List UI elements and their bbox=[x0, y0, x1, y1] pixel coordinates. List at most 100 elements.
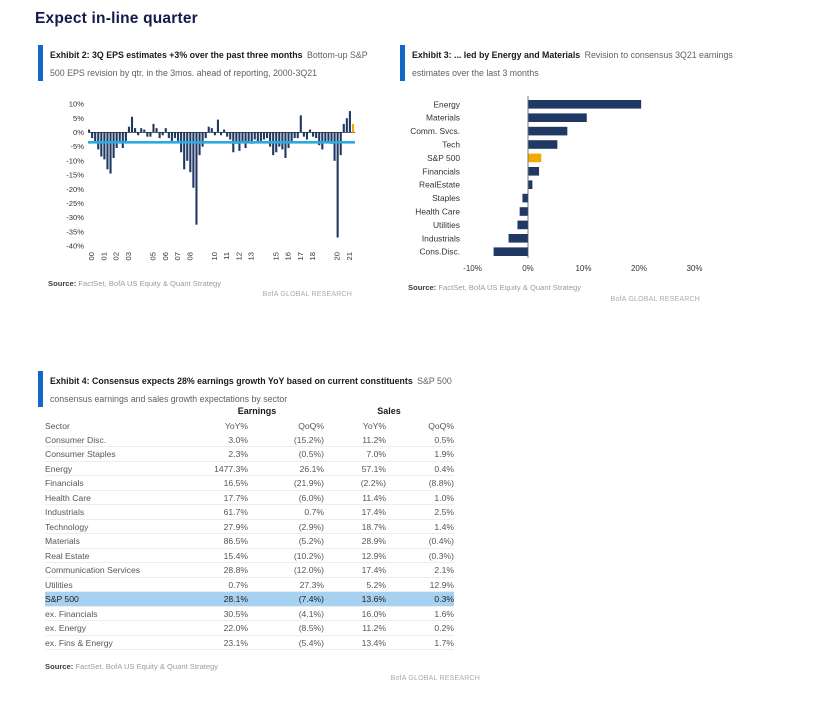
category-label: Tech bbox=[442, 140, 460, 150]
table-cell: 22.0% bbox=[223, 623, 248, 633]
table-cell: 17.4% bbox=[361, 565, 386, 575]
source-label: Source: bbox=[48, 279, 77, 288]
bar bbox=[173, 132, 177, 139]
x-tick-label: 10 bbox=[210, 252, 219, 260]
table-cell: 0.5% bbox=[434, 434, 454, 445]
bar bbox=[272, 132, 275, 156]
bar bbox=[140, 128, 143, 133]
x-tick-label: 10% bbox=[575, 264, 591, 273]
table-cell: (12.0%) bbox=[293, 565, 324, 575]
bar bbox=[241, 132, 244, 143]
bar bbox=[207, 126, 210, 133]
exhibit-3-subtitle: Revision to consensus 3Q21 earnings esti… bbox=[412, 50, 733, 78]
table-cell: (4.1%) bbox=[298, 608, 324, 619]
bar bbox=[170, 132, 173, 141]
exhibit-4-header: Exhibit 4: Consensus expects 28% earning… bbox=[38, 371, 478, 407]
table-cell: 0.7% bbox=[228, 579, 248, 590]
bar bbox=[351, 123, 355, 133]
category-label: Industrials bbox=[422, 233, 460, 243]
bar bbox=[528, 140, 558, 149]
exhibit-accent-bar bbox=[400, 45, 405, 81]
bar bbox=[195, 132, 198, 225]
y-tick-label: -15% bbox=[66, 171, 84, 180]
x-tick-label: 15 bbox=[271, 252, 280, 260]
exhibit-3-title: Exhibit 3: ... led by Energy and Materia… bbox=[412, 50, 581, 60]
bar bbox=[528, 167, 540, 176]
bar bbox=[167, 132, 170, 139]
y-tick-label: -30% bbox=[66, 213, 84, 222]
group-header: Sales bbox=[377, 406, 401, 416]
sector-revision-bar-chart: Energy Materials Comm. Svcs. Tech S&P 500 Fin… bbox=[410, 96, 703, 273]
table-cell: 2.1% bbox=[434, 565, 454, 575]
x-tick-label: 13 bbox=[247, 252, 256, 260]
bar bbox=[213, 132, 216, 136]
table-cell: Financials bbox=[45, 478, 84, 488]
table-cell: (8.5%) bbox=[298, 623, 324, 633]
table-cell: (6.0%) bbox=[298, 492, 324, 503]
table-cell: 15.4% bbox=[223, 550, 248, 561]
bar bbox=[493, 247, 528, 256]
source-text: FactSet, BofA US Equity & Quant Strategy bbox=[75, 662, 219, 671]
group-header: Earnings bbox=[237, 406, 277, 416]
bar bbox=[201, 132, 204, 147]
table-cell: Communication Services bbox=[45, 565, 141, 575]
bar bbox=[327, 132, 330, 141]
table-cell: (2.9%) bbox=[298, 521, 324, 532]
x-tick-label: 02 bbox=[112, 252, 121, 260]
table-cell: 12.9% bbox=[429, 579, 454, 590]
bar bbox=[284, 132, 287, 158]
bar bbox=[134, 128, 137, 133]
bar bbox=[103, 132, 106, 160]
bar bbox=[226, 132, 229, 137]
sector-growth-table: Earnings Sales Sector YoY% QoQ% YoY% QoQ% Cons… bbox=[45, 404, 454, 650]
source-label: Source: bbox=[45, 662, 74, 671]
table-cell: (0.4%) bbox=[428, 536, 454, 546]
bar bbox=[333, 132, 336, 161]
table-cell: 16.0% bbox=[361, 608, 386, 619]
x-tick-label: 05 bbox=[149, 252, 158, 260]
table-cell: 1.9% bbox=[434, 449, 454, 459]
table-cell: S&P 500 bbox=[45, 594, 79, 604]
table-cell: 0.4% bbox=[434, 463, 454, 474]
exhibit-2-header: Exhibit 2: 3Q EPS estimates +3% over the… bbox=[38, 45, 368, 81]
bar bbox=[130, 116, 134, 133]
category-label: Materials bbox=[426, 113, 460, 123]
bar bbox=[528, 153, 542, 163]
table-cell: (15.2%) bbox=[293, 434, 324, 445]
y-tick-label: 5% bbox=[73, 114, 84, 123]
bar bbox=[247, 132, 250, 143]
bar bbox=[287, 132, 290, 149]
y-tick-label: -10% bbox=[66, 156, 84, 165]
table-row: ex. Energy 22.0% (8.5%) 11.2% 0.2% bbox=[45, 621, 454, 635]
x-tick-label: 20% bbox=[631, 264, 647, 273]
x-tick-label: 12 bbox=[234, 252, 243, 260]
bar bbox=[100, 132, 103, 157]
table-cell: 17.4% bbox=[361, 507, 386, 517]
x-tick-label: 0% bbox=[522, 264, 534, 273]
exhibit-4-brand: BofA GLOBAL RESEARCH bbox=[390, 675, 480, 682]
table-row: Real Estate 15.4% (10.2%) 12.9% (0.3%) bbox=[45, 548, 454, 563]
table-cell: 28.1% bbox=[223, 594, 248, 604]
bar bbox=[244, 132, 247, 149]
table-cell: Consumer Disc. bbox=[45, 434, 107, 445]
table-cell: ex. Fins & Energy bbox=[45, 637, 113, 648]
table-cell: 5.2% bbox=[366, 579, 386, 590]
table-row: ex. Financials 30.5% (4.1%) 16.0% 1.6% bbox=[45, 606, 454, 621]
table-cell: 1.7% bbox=[434, 637, 454, 648]
bar bbox=[262, 132, 266, 140]
category-label: Utilities bbox=[433, 220, 460, 230]
x-tick-label: 01 bbox=[99, 252, 108, 260]
bar bbox=[321, 132, 324, 150]
table-header: Earnings Sales Sector YoY% QoQ% YoY% QoQ% bbox=[45, 404, 454, 433]
bar bbox=[183, 132, 186, 170]
table-cell: 1.4% bbox=[434, 521, 454, 532]
table-cell: 28.9% bbox=[361, 536, 386, 546]
bar bbox=[253, 132, 256, 140]
bar bbox=[330, 132, 333, 144]
x-tick-label: 08 bbox=[185, 252, 194, 260]
table-cell: 28.8% bbox=[223, 565, 248, 575]
category-label: RealEstate bbox=[419, 180, 460, 190]
exhibit-2-source: Source: FactSet, BofA US Equity & Quant … bbox=[48, 279, 221, 288]
category-label: Comm. Svcs. bbox=[410, 126, 460, 136]
